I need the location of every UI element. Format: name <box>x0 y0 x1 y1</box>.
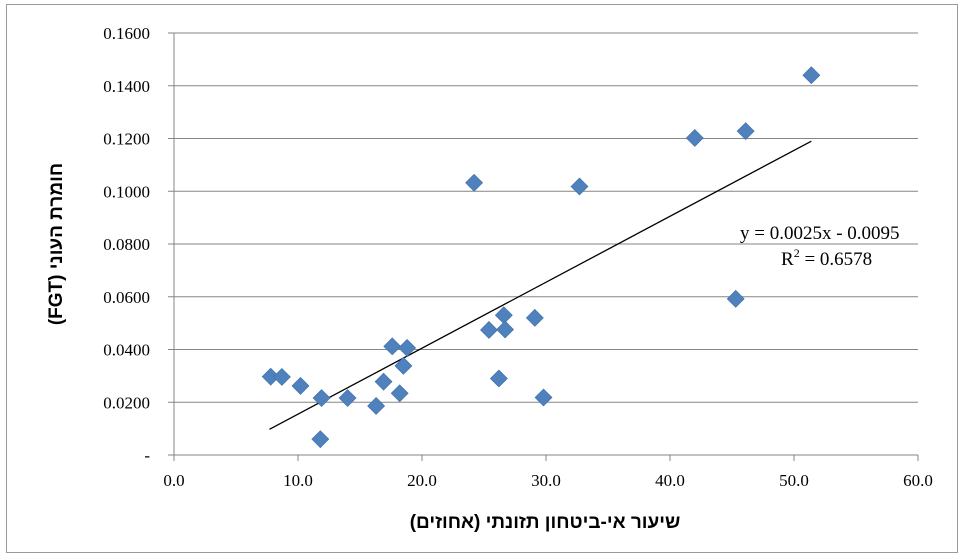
y-tick-label: 0.1200 <box>103 130 150 149</box>
data-point <box>494 306 513 325</box>
data-point <box>383 337 402 356</box>
data-point <box>534 388 553 407</box>
data-point <box>465 173 484 192</box>
data-point <box>374 372 393 391</box>
y-tick-label: 0.0200 <box>103 393 150 412</box>
chart-frame <box>6 4 958 553</box>
x-tick-label: 40.0 <box>655 471 685 490</box>
r-squared-label: R2 = 0.6578 <box>781 246 872 270</box>
data-point <box>390 384 409 403</box>
data-point <box>685 129 704 147</box>
y-tick-label: - <box>144 446 150 465</box>
y-tick-label: 0.1600 <box>103 24 150 43</box>
y-tick-label: 0.0600 <box>103 288 150 307</box>
data-point <box>272 368 291 386</box>
data-point <box>570 177 589 196</box>
data-point <box>496 320 515 339</box>
x-tick-label: 30.0 <box>531 471 561 490</box>
data-point <box>398 338 417 357</box>
r-squared-value: = 0.6578 <box>800 249 872 270</box>
data-points <box>261 66 821 449</box>
data-point <box>802 66 821 85</box>
trendline <box>269 140 812 430</box>
x-tick-labels: 0.0 10.0 20.0 30.0 40.0 50.0 60.0 <box>163 471 933 490</box>
data-point <box>312 389 331 407</box>
data-point <box>394 356 413 375</box>
y-tick-label: 0.1000 <box>103 182 150 201</box>
data-point <box>311 430 330 449</box>
data-point <box>367 397 386 415</box>
data-point <box>291 376 310 395</box>
r-squared-superscript: 2 <box>794 246 800 260</box>
r-squared-symbol: R <box>781 249 794 270</box>
x-axis-title: שיעור אי-ביטחון תזונתי (אחוזים) <box>410 512 681 533</box>
y-tick-labels: - 0.0200 0.0400 0.0600 0.0800 0.1000 0.1200 0.1… <box>103 24 150 465</box>
y-tick-label: 0.1400 <box>103 77 150 96</box>
x-tick-label: 60.0 <box>903 471 933 490</box>
data-point <box>525 308 544 327</box>
data-point <box>338 389 357 407</box>
data-point <box>489 369 508 388</box>
data-point <box>480 321 498 339</box>
y-tick-label: 0.0400 <box>103 341 150 360</box>
gridlines <box>168 32 919 461</box>
data-point <box>726 289 745 308</box>
data-point <box>736 122 755 141</box>
x-tick-label: 20.0 <box>407 471 437 490</box>
y-tick-label: 0.0800 <box>103 235 150 254</box>
x-tick-label: 0.0 <box>163 471 184 490</box>
y-axis-title: חומרת העוני (FGT) <box>46 163 67 325</box>
x-tick-label: 50.0 <box>779 471 809 490</box>
x-tick-label: 10.0 <box>283 471 313 490</box>
trendline-equation: y = 0.0025x - 0.0095 <box>740 223 900 244</box>
